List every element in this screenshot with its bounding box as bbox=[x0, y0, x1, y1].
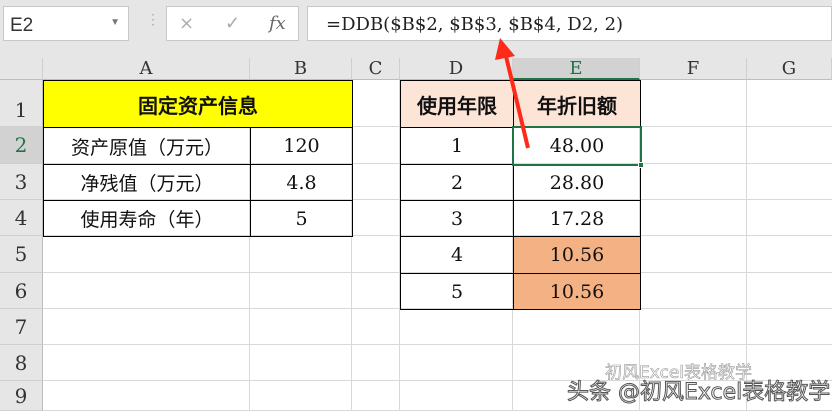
row-header-7[interactable]: 7 bbox=[0, 309, 43, 345]
amount-cell[interactable]: 10.56 bbox=[513, 236, 641, 274]
gridline bbox=[43, 308, 832, 309]
amount-cell[interactable]: 10.56 bbox=[513, 273, 641, 310]
gridline bbox=[43, 199, 832, 200]
column-header-A[interactable]: A bbox=[43, 58, 250, 80]
header-cell-amount[interactable]: 年折旧额 bbox=[513, 80, 641, 128]
gridline bbox=[746, 80, 747, 411]
gridline bbox=[351, 80, 352, 411]
fill-handle[interactable] bbox=[638, 162, 644, 168]
row-header-2[interactable]: 2 bbox=[0, 127, 43, 164]
gridline bbox=[43, 235, 832, 236]
row-header-1[interactable]: 1 bbox=[0, 80, 43, 127]
watermark-line1: 初风Excel表格教学 bbox=[605, 363, 753, 384]
row-header-3[interactable]: 3 bbox=[0, 164, 43, 200]
row-header-5[interactable]: 5 bbox=[0, 236, 43, 273]
gridline bbox=[43, 272, 832, 273]
name-box-value: E2 bbox=[10, 15, 34, 36]
row-header-8[interactable]: 8 bbox=[0, 345, 43, 381]
watermark-line2: 头条 @初风Excel表格教学 bbox=[566, 380, 831, 406]
gridline bbox=[512, 80, 513, 411]
cancel-icon[interactable]: × bbox=[179, 13, 195, 34]
enter-icon[interactable]: ✓ bbox=[225, 13, 241, 34]
gridline bbox=[43, 344, 832, 345]
name-box[interactable]: E2 ▼ bbox=[3, 6, 129, 41]
column-header-C[interactable]: C bbox=[352, 58, 400, 80]
row-header-4[interactable]: 4 bbox=[0, 200, 43, 236]
gridline bbox=[249, 80, 250, 411]
column-header-D[interactable]: D bbox=[400, 58, 513, 80]
selected-cell-E2[interactable] bbox=[512, 126, 642, 166]
column-header-E[interactable]: E bbox=[513, 58, 640, 80]
column-header-G[interactable]: G bbox=[747, 58, 832, 80]
select-all-corner[interactable] bbox=[0, 58, 43, 80]
gridline bbox=[43, 380, 832, 381]
column-header-F[interactable]: F bbox=[640, 58, 747, 80]
formula-buttons: × ✓ fx bbox=[166, 6, 299, 41]
asset-value-cell[interactable]: 5 bbox=[250, 200, 353, 237]
drag-handle-icon[interactable]: ⋮ bbox=[146, 12, 160, 28]
column-header-B[interactable]: B bbox=[250, 58, 352, 80]
formula-toolbar: E2 ▼ ⋮ × ✓ fx =DDB($B$2, $B$3, $B$4, D2, … bbox=[0, 0, 832, 58]
gridline bbox=[43, 163, 832, 164]
chevron-down-icon[interactable]: ▼ bbox=[110, 17, 120, 28]
row-header-6[interactable]: 6 bbox=[0, 273, 43, 309]
asset-table-title[interactable]: 固定资产信息 bbox=[43, 80, 353, 128]
gridline bbox=[399, 80, 400, 411]
formula-input[interactable]: =DDB($B$2, $B$3, $B$4, D2, 2) bbox=[307, 6, 832, 41]
fx-icon[interactable]: fx bbox=[269, 13, 286, 34]
